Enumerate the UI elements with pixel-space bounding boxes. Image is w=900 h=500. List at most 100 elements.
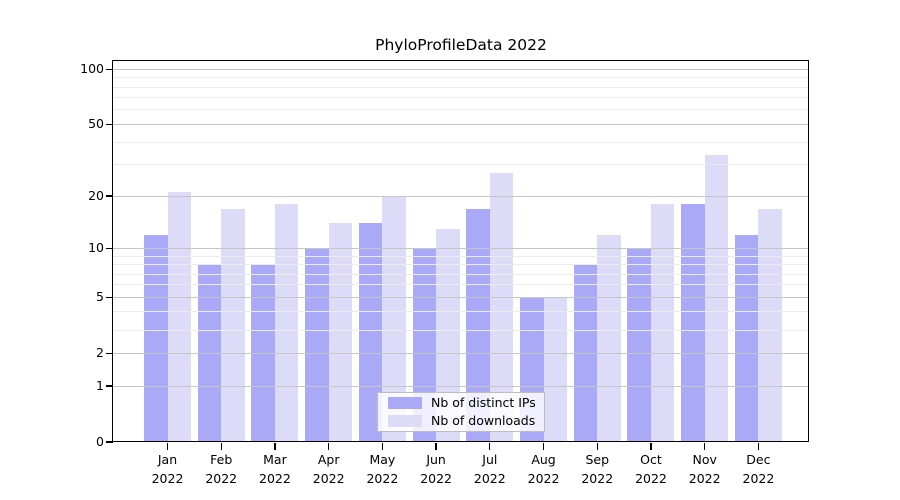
y-tick-label: 1: [96, 378, 104, 393]
x-tick-label-sep: Sep 2022: [565, 450, 629, 488]
minor-gridline: [113, 141, 809, 143]
x-tick-label-jul: Jul 2022: [458, 450, 522, 488]
bar-distinct_ips-jul: [466, 208, 490, 442]
x-tick-mark: [274, 443, 276, 450]
y-tick-label: 0: [96, 434, 104, 449]
y-tick-mark: [106, 296, 113, 298]
bar-downloads-jul: [489, 172, 514, 442]
y-tick-label: 2: [96, 345, 104, 361]
x-tick-year: 2022: [420, 471, 452, 486]
bar-downloads-jan: [167, 192, 191, 442]
bar-downloads-oct: [650, 204, 675, 442]
x-tick-year: 2022: [527, 471, 560, 486]
x-tick-mark: [704, 443, 706, 450]
minor-gridline: [113, 311, 809, 313]
x-tick-year: 2022: [473, 471, 506, 486]
y-tick-mark: [106, 441, 113, 443]
y-tick-mark: [106, 352, 113, 354]
y-tick-label: 100: [80, 61, 104, 77]
x-tick-label-dec: Dec 2022: [726, 450, 790, 488]
legend-item-downloads: Nb of downloads: [388, 414, 544, 428]
x-tick-year: 2022: [366, 471, 399, 486]
x-tick-month: Oct: [640, 452, 662, 467]
x-tick-year: 2022: [312, 471, 345, 486]
bar-distinct_ips-oct: [627, 248, 651, 442]
minor-gridline: [113, 284, 809, 286]
x-tick-month: Jan: [157, 452, 178, 467]
bar-downloads-aug: [543, 297, 568, 442]
x-tick-month: Feb: [210, 452, 233, 467]
x-tick-month: Nov: [692, 452, 717, 467]
y-tick-mark: [106, 68, 113, 70]
x-tick-mark: [328, 443, 330, 450]
legend-item-distinct-ips: Nb of distinct IPs: [388, 396, 544, 410]
x-tick-year: 2022: [581, 471, 614, 486]
bar-downloads-feb: [221, 208, 245, 442]
legend: Nb of distinct IPs Nb of downloads: [377, 392, 545, 432]
x-tick-label-jun: Jun 2022: [404, 450, 468, 488]
bar-distinct_ips-apr: [305, 248, 329, 442]
y-tick-label: 5: [96, 289, 104, 305]
minor-gridline: [113, 255, 809, 257]
x-tick-mark: [220, 443, 222, 450]
x-tick-year: 2022: [635, 471, 667, 486]
minor-gridline: [113, 164, 809, 166]
x-tick-label-oct: Oct 2022: [619, 450, 683, 488]
major-gridline: [113, 352, 809, 354]
major-gridline: [113, 385, 809, 387]
x-tick-month: Dec: [746, 452, 771, 467]
bar-distinct_ips-dec: [734, 234, 759, 442]
plot-area: Nb of distinct IPs Nb of downloads: [113, 61, 809, 442]
legend-swatch-downloads: [388, 415, 422, 427]
major-gridline: [113, 123, 809, 125]
x-tick-month: Sep: [585, 452, 610, 467]
x-tick-month: Mar: [263, 452, 287, 467]
legend-label-downloads: Nb of downloads: [431, 413, 536, 428]
x-tick-label-mar: Mar 2022: [243, 450, 307, 488]
y-tick-label: 10: [88, 240, 104, 256]
x-tick-year: 2022: [688, 471, 721, 486]
major-gridline: [113, 296, 809, 298]
x-tick-year: 2022: [205, 471, 238, 486]
x-tick-month: Apr: [317, 452, 340, 467]
x-tick-label-may: May 2022: [350, 450, 414, 488]
x-tick-mark: [757, 443, 760, 450]
x-tick-mark: [596, 443, 598, 450]
legend-label-distinct-ips: Nb of distinct IPs: [431, 395, 536, 410]
minor-gridline: [113, 77, 809, 79]
legend-swatch-distinct-ips: [388, 397, 422, 409]
x-tick-mark: [381, 443, 384, 450]
x-tick-label-apr: Apr 2022: [297, 450, 361, 488]
x-tick-mark: [650, 443, 652, 450]
x-tick-month: Jul: [482, 452, 498, 467]
bar-downloads-dec: [758, 208, 782, 442]
minor-gridline: [113, 264, 809, 265]
y-tick-label: 50: [88, 116, 104, 132]
major-gridline: [113, 195, 809, 197]
major-gridline: [113, 247, 809, 249]
y-tick-mark: [106, 123, 113, 126]
bar-distinct_ips-may: [358, 223, 383, 442]
x-tick-label-nov: Nov 2022: [673, 450, 737, 488]
x-tick-mark: [542, 443, 545, 450]
minor-gridline: [113, 273, 809, 275]
major-gridline: [113, 68, 809, 70]
x-tick-month: May: [369, 452, 396, 467]
bar-distinct_ips-nov: [681, 204, 705, 442]
minor-gridline: [113, 329, 809, 331]
x-tick-year: 2022: [259, 471, 291, 486]
x-tick-mark: [435, 443, 437, 450]
bar-downloads-sep: [597, 234, 621, 442]
y-tick-mark: [106, 247, 113, 249]
bar-downloads-mar: [274, 204, 299, 442]
bar-downloads-nov: [704, 154, 729, 442]
x-tick-mark: [489, 443, 491, 450]
x-tick-label-aug: Aug 2022: [512, 450, 576, 488]
minor-gridline: [113, 97, 809, 99]
y-tick-label: 20: [88, 188, 104, 204]
minor-gridline: [113, 109, 809, 111]
bar-downloads-jun: [436, 228, 460, 442]
x-tick-mark: [166, 443, 169, 450]
x-tick-month: Jun: [426, 452, 446, 467]
